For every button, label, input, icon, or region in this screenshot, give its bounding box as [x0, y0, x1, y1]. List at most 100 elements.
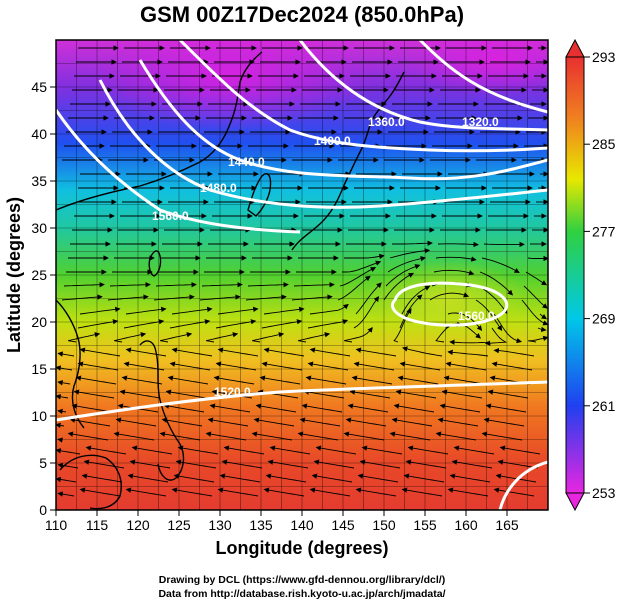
streamline: [297, 431, 339, 441]
coastlines: [56, 51, 405, 510]
streamline: [245, 294, 287, 301]
contour-label-1560: 1560.0: [458, 309, 495, 323]
streamline: [449, 473, 491, 483]
colorbar-tick-label: 253: [592, 485, 616, 501]
streamline: [57, 462, 79, 469]
colorbar-tick-label: 293: [592, 49, 616, 65]
contour-1400: [178, 40, 548, 153]
y-tick-label: 5: [39, 455, 47, 471]
streamline: [267, 459, 309, 469]
y-tick-label: 45: [31, 79, 47, 95]
height-contours: [56, 40, 548, 510]
streamline: [389, 248, 431, 259]
streamline: [291, 294, 333, 301]
streamline: [159, 332, 193, 343]
contour-1520-north: [56, 109, 301, 234]
figure-title: GSM 00Z17Dec2024 (850.0hPa): [140, 2, 464, 27]
streamline: [385, 264, 421, 287]
streamline: [349, 389, 391, 399]
streamline: [71, 403, 113, 413]
streamline: [205, 431, 247, 441]
contour-label-1440: 1440.0: [228, 155, 265, 169]
x-tick-label: 150: [372, 517, 396, 533]
cold-anomaly-east: [405, 40, 548, 95]
streamline: [311, 473, 353, 483]
streamline: [437, 241, 479, 248]
streamline: [57, 408, 67, 415]
streamline: [255, 403, 297, 413]
streamline: [305, 375, 347, 385]
streamline: [165, 389, 207, 399]
streamline: [389, 431, 431, 441]
contour-labels: 1320.0 1360.0 1400.0 1440.0 1480.0 1520.…: [152, 115, 499, 399]
streamline: [493, 487, 535, 497]
streamline: [297, 332, 331, 343]
coastline-borneo: [59, 454, 122, 510]
streamline: [497, 459, 539, 469]
streamline: [173, 473, 215, 483]
streamline: [161, 417, 203, 427]
contour-1520-south: [56, 380, 548, 422]
streamline: [171, 487, 213, 497]
x-tick-label: 145: [331, 517, 355, 533]
streamline: [56, 365, 73, 371]
streamline: [453, 445, 495, 455]
streamline: [109, 282, 151, 288]
streamline: [307, 361, 349, 371]
streamline: [167, 375, 209, 385]
streamline: [355, 347, 397, 357]
streamline: [251, 332, 285, 343]
contour-label-1400: 1400.0: [314, 134, 351, 148]
streamline: [77, 361, 119, 371]
streamline: [83, 459, 125, 469]
streamline: [309, 347, 351, 357]
coastline-korea: [247, 173, 272, 217]
streamline: [69, 417, 111, 427]
streamline: [483, 417, 525, 427]
streamline: [159, 431, 201, 441]
streamline: [61, 294, 103, 301]
streamline: [301, 403, 343, 413]
streamline: [481, 257, 520, 274]
streamline: [401, 285, 431, 315]
streamline: [73, 389, 115, 399]
cold-anomaly: [90, 40, 370, 130]
streamline: [339, 267, 377, 287]
streamline: [163, 403, 205, 413]
streamline: [207, 417, 249, 427]
streamline: [403, 473, 445, 483]
streamline: [269, 445, 311, 455]
streamline: [361, 445, 403, 455]
streamline: [441, 389, 483, 399]
streamline: [313, 459, 355, 469]
contour-label-1360: 1360.0: [368, 115, 405, 129]
streamline: [521, 299, 548, 326]
y-axis-label: Latitude (degrees): [4, 197, 24, 353]
streamline: [447, 487, 489, 497]
streamline: [451, 459, 493, 469]
streamline: [393, 308, 412, 343]
streamline: [355, 282, 382, 315]
streamline: [259, 375, 301, 385]
streamline: [393, 403, 435, 413]
x-tick-label: 165: [495, 517, 519, 533]
streamline: [523, 285, 548, 309]
contour-label-1560-west: 1560.0: [152, 209, 189, 223]
x-tick-label: 155: [413, 517, 437, 533]
streamline: [251, 431, 293, 441]
streamline: [127, 473, 169, 483]
colorbar: 253 261 269 277 285 293: [565, 38, 616, 512]
streamline: [56, 476, 77, 483]
x-tick-label: 110: [45, 517, 68, 533]
streamline: [153, 294, 195, 301]
streamline: [539, 313, 548, 320]
streamline: [57, 437, 64, 443]
streamline: [57, 380, 71, 386]
credit-drawing: Drawing by DCL (https://www.gfd-dennou.o…: [159, 574, 445, 586]
x-axis-label: Longitude (degrees): [215, 538, 388, 558]
streamline: [347, 403, 389, 413]
streamline: [247, 282, 289, 288]
colorbar-max-arrow: [565, 38, 585, 58]
streamline: [119, 389, 161, 399]
streamline: [263, 487, 305, 497]
